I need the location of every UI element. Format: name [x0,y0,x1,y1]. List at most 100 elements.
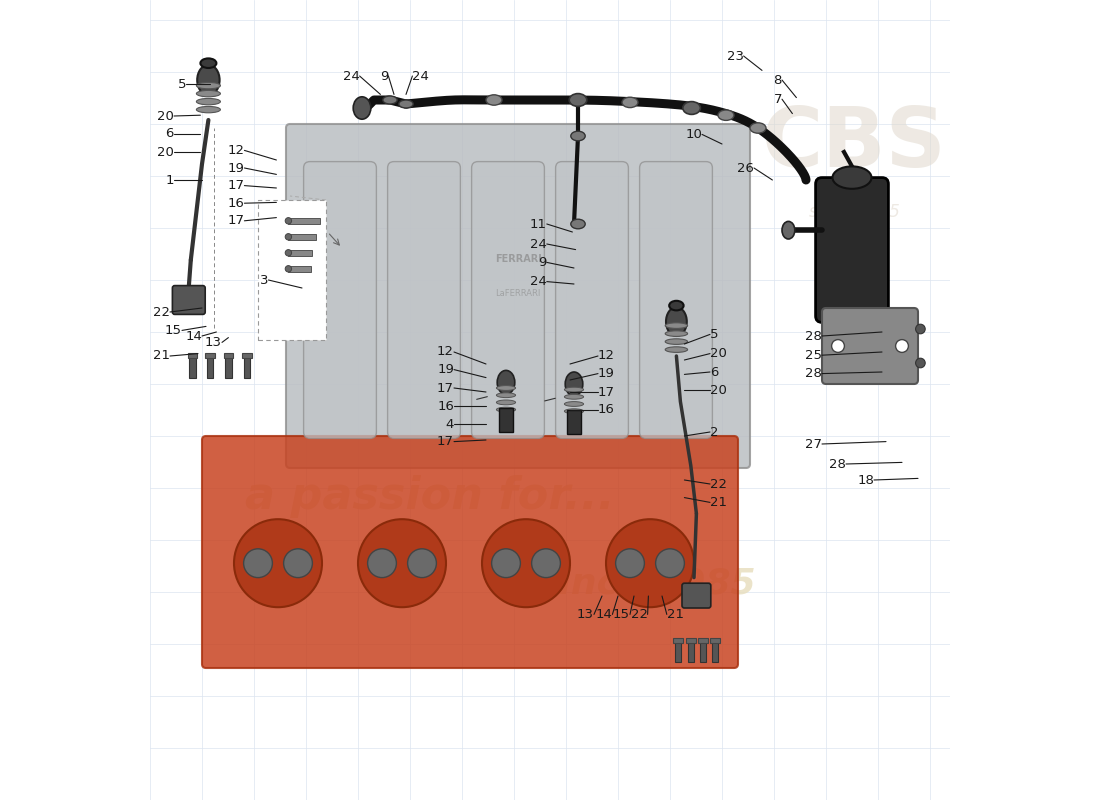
Text: 20: 20 [157,110,174,122]
Text: 5: 5 [177,78,186,90]
Circle shape [358,519,446,607]
Ellipse shape [197,106,220,113]
Circle shape [656,549,684,578]
Bar [243,356,250,378]
Text: 9: 9 [538,256,547,269]
Text: 28: 28 [805,367,822,380]
Text: since 1985: since 1985 [537,567,756,601]
Circle shape [915,324,925,334]
FancyBboxPatch shape [304,162,376,438]
Text: 24: 24 [343,70,360,82]
Text: 24: 24 [530,238,547,250]
Text: 18: 18 [857,474,874,486]
Text: FERRARI: FERRARI [495,254,541,265]
Text: 20: 20 [157,146,174,158]
Text: a passion for...: a passion for... [245,474,615,518]
Circle shape [234,519,322,607]
Circle shape [531,549,560,578]
FancyBboxPatch shape [173,286,206,314]
Text: 4: 4 [446,418,454,430]
Circle shape [285,250,292,256]
Bar [710,638,719,643]
Text: 21: 21 [153,350,170,362]
Bar [288,266,311,272]
Ellipse shape [496,386,516,390]
Bar [673,638,683,643]
Bar [188,353,197,358]
Text: 15: 15 [613,608,630,621]
Circle shape [243,549,273,578]
Ellipse shape [564,387,584,392]
Text: 17: 17 [437,382,454,394]
Bar [226,356,232,378]
Text: LaFERRARI: LaFERRARI [495,289,541,298]
FancyBboxPatch shape [556,162,628,438]
Text: 28: 28 [829,458,846,470]
Ellipse shape [569,94,586,106]
Bar [223,353,233,358]
FancyBboxPatch shape [822,308,918,384]
Ellipse shape [564,402,584,406]
Text: 8: 8 [773,74,782,86]
FancyBboxPatch shape [472,162,544,438]
Ellipse shape [565,372,583,396]
Text: 24: 24 [530,275,547,288]
Circle shape [367,549,396,578]
Bar [688,642,694,662]
Text: 11: 11 [530,218,547,230]
Ellipse shape [496,407,516,412]
Text: 22: 22 [630,608,648,621]
Bar [686,638,695,643]
Text: 12: 12 [437,346,454,358]
FancyBboxPatch shape [682,583,711,608]
Text: 6: 6 [166,127,174,140]
Text: 27: 27 [805,438,822,450]
Text: 21: 21 [667,608,684,621]
Text: 17: 17 [437,435,454,448]
Ellipse shape [718,110,734,121]
Ellipse shape [564,409,584,414]
Ellipse shape [564,394,584,399]
Ellipse shape [496,400,516,405]
Text: 26: 26 [737,162,754,174]
Text: 16: 16 [598,403,615,416]
Bar [288,234,317,240]
Ellipse shape [669,301,683,310]
Ellipse shape [666,307,686,336]
Circle shape [832,339,845,352]
Text: 3: 3 [260,274,268,286]
Text: 15: 15 [165,324,182,337]
Text: 5: 5 [710,328,718,341]
Text: 22: 22 [710,478,727,490]
FancyBboxPatch shape [286,124,750,468]
Ellipse shape [683,102,701,114]
FancyBboxPatch shape [387,162,461,438]
Ellipse shape [782,222,795,239]
Text: 12: 12 [598,350,615,362]
Ellipse shape [197,65,220,95]
Text: 17: 17 [228,214,244,227]
Ellipse shape [666,338,688,344]
Circle shape [408,549,437,578]
Text: 14: 14 [185,330,202,342]
Circle shape [606,519,694,607]
Bar [566,410,581,434]
Circle shape [915,358,925,368]
Bar [242,353,252,358]
Bar [498,408,514,432]
Circle shape [492,549,520,578]
Circle shape [895,339,909,352]
Text: 20: 20 [710,347,727,360]
Ellipse shape [496,393,516,398]
Text: since 1985: since 1985 [808,203,900,221]
Text: 25: 25 [805,349,822,362]
Bar [698,638,707,643]
Ellipse shape [197,98,220,105]
Bar [288,218,320,224]
Ellipse shape [571,219,585,229]
Ellipse shape [399,100,414,108]
Ellipse shape [486,94,502,106]
Bar [258,200,326,340]
Text: 23: 23 [727,50,744,62]
Circle shape [285,218,292,224]
